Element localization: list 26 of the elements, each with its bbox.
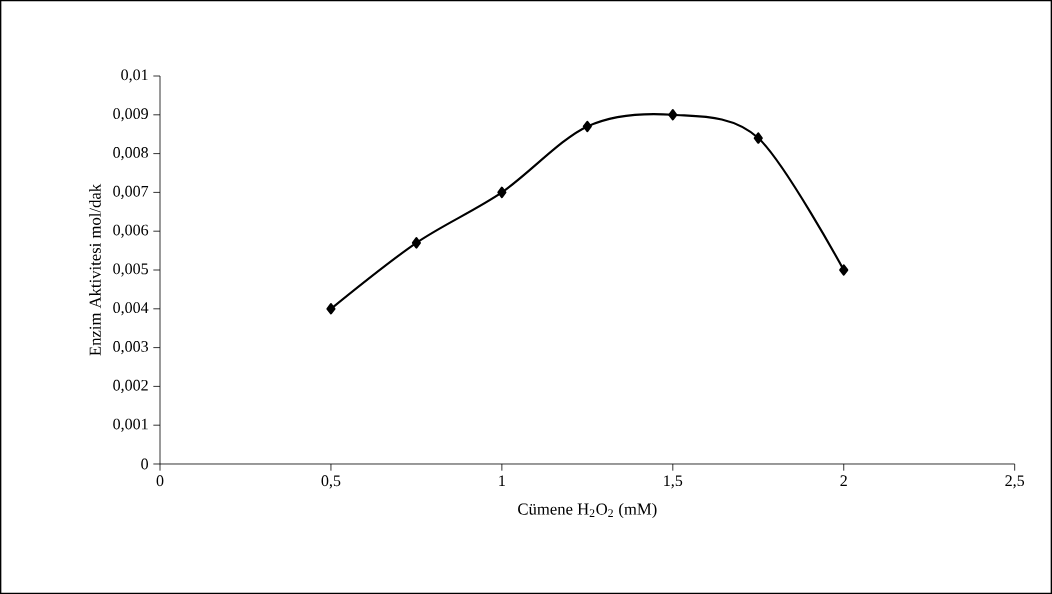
y-tick-label: 0,008 (113, 147, 149, 161)
y-tick-label: 0,007 (113, 185, 149, 199)
x-tick-label: 0,5 (321, 475, 341, 489)
x-tick-label: 1 (499, 475, 505, 486)
y-tick-label: 0,003 (113, 341, 149, 355)
y-tick-label: 0,004 (113, 302, 149, 316)
point (497, 186, 507, 199)
x-tick-label: 2,5 (1005, 475, 1025, 489)
point (326, 303, 336, 315)
point (668, 109, 678, 121)
x-tick-label: 1,5 (664, 475, 683, 489)
x-tick-label: 2 (840, 475, 847, 486)
y-tick-label: 0 (141, 458, 149, 470)
y-tick-label: 0,005 (113, 263, 149, 277)
y-axis-title: Enzim Aktivitesi mol/dak (89, 183, 101, 356)
point (582, 120, 592, 133)
x-axis-title: Cümene H$_{2}$O$_{2}$ (mM) (518, 502, 657, 519)
y-tick-label: 0,002 (113, 379, 148, 393)
point (411, 237, 421, 249)
y-tick-label: 0,009 (113, 108, 148, 122)
y-tick-label: 0,001 (113, 418, 148, 432)
y-tick-label: 0,006 (113, 224, 149, 238)
x-tick-label: 0 (156, 475, 164, 487)
point (753, 132, 763, 144)
y-tick-label: 0,01 (121, 69, 148, 83)
point (839, 264, 849, 276)
